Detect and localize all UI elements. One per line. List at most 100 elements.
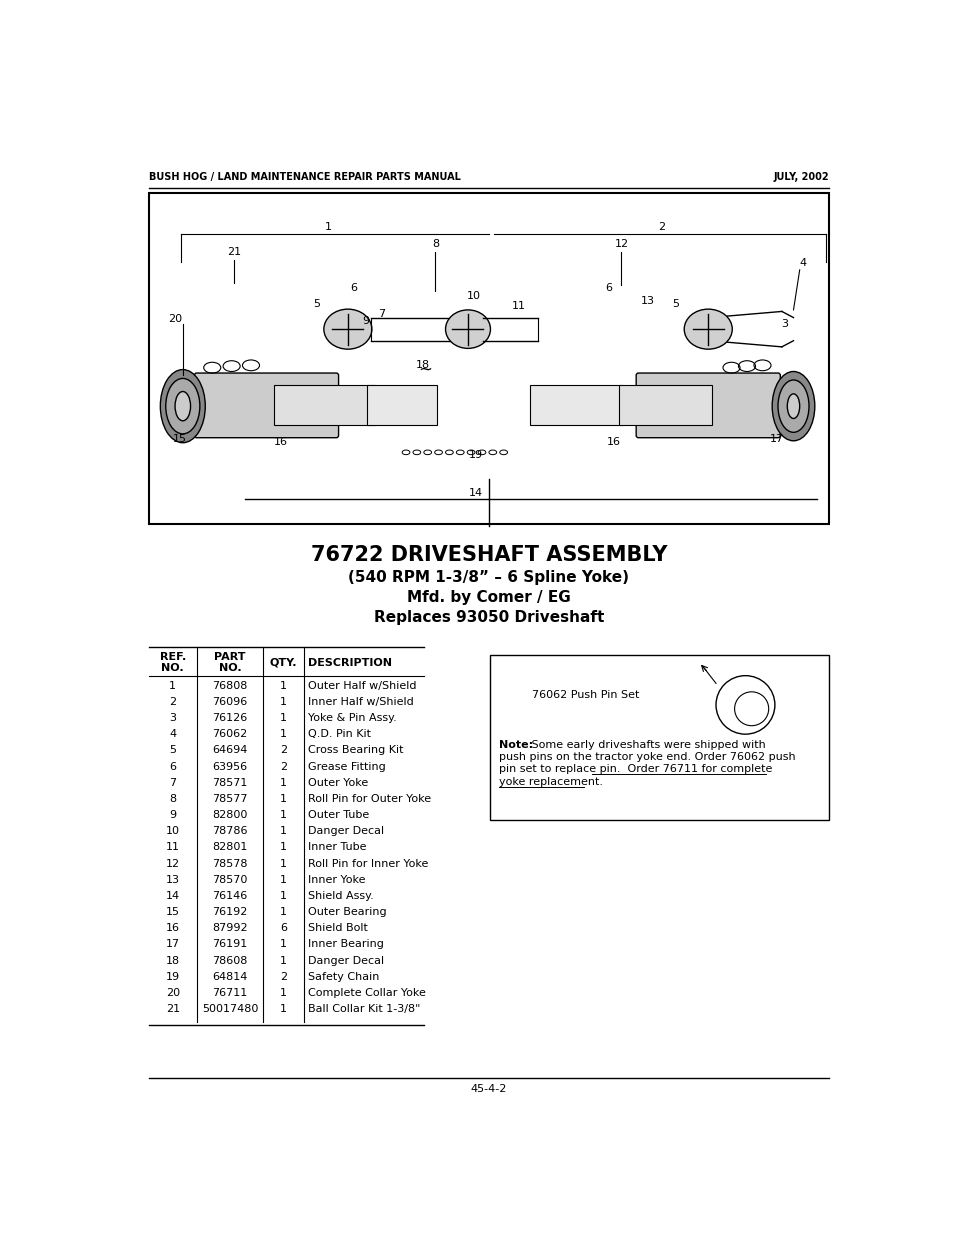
Text: 9: 9 bbox=[169, 810, 176, 820]
Text: 1: 1 bbox=[280, 1004, 287, 1014]
Ellipse shape bbox=[778, 380, 808, 432]
Text: 76062: 76062 bbox=[213, 729, 248, 740]
Text: Inner Yoke: Inner Yoke bbox=[307, 874, 365, 884]
Text: 1: 1 bbox=[280, 778, 287, 788]
Text: yoke replacement.: yoke replacement. bbox=[498, 777, 602, 787]
Text: Roll Pin for Inner Yoke: Roll Pin for Inner Yoke bbox=[307, 858, 428, 868]
Ellipse shape bbox=[323, 309, 372, 350]
Text: 8: 8 bbox=[432, 240, 438, 249]
Text: 76062 Push Pin Set: 76062 Push Pin Set bbox=[532, 690, 639, 700]
Text: 3: 3 bbox=[780, 319, 787, 329]
Text: 1: 1 bbox=[325, 222, 332, 232]
Text: 12: 12 bbox=[614, 240, 628, 249]
Text: 5: 5 bbox=[169, 746, 176, 756]
Text: 1: 1 bbox=[280, 988, 287, 998]
Text: 12: 12 bbox=[166, 858, 179, 868]
Text: Shield Bolt: Shield Bolt bbox=[307, 924, 367, 934]
Text: (540 RPM 1-3/8” – 6 Spline Yoke): (540 RPM 1-3/8” – 6 Spline Yoke) bbox=[348, 571, 629, 585]
Ellipse shape bbox=[683, 309, 732, 350]
Text: Roll Pin for Outer Yoke: Roll Pin for Outer Yoke bbox=[307, 794, 430, 804]
Text: 78578: 78578 bbox=[213, 858, 248, 868]
Text: 1: 1 bbox=[280, 858, 287, 868]
Text: Grease Fitting: Grease Fitting bbox=[307, 762, 385, 772]
Bar bbox=[530, 385, 622, 425]
Text: push pins on the tractor yoke end. Order 76062 push: push pins on the tractor yoke end. Order… bbox=[498, 752, 795, 762]
Text: Replaces 93050 Driveshaft: Replaces 93050 Driveshaft bbox=[374, 610, 603, 625]
Text: 15: 15 bbox=[172, 435, 187, 445]
Text: Note:: Note: bbox=[498, 740, 533, 750]
Text: 6: 6 bbox=[280, 924, 287, 934]
Text: 6: 6 bbox=[169, 762, 176, 772]
Text: Outer Tube: Outer Tube bbox=[307, 810, 369, 820]
Text: 6: 6 bbox=[605, 283, 612, 294]
Text: 76146: 76146 bbox=[213, 890, 248, 900]
Text: 17: 17 bbox=[768, 435, 782, 445]
Ellipse shape bbox=[771, 372, 814, 441]
Text: 21: 21 bbox=[227, 247, 241, 257]
Text: 20: 20 bbox=[168, 314, 182, 324]
Text: 18: 18 bbox=[166, 956, 179, 966]
Text: 6: 6 bbox=[350, 283, 356, 294]
Text: QTY.: QTY. bbox=[270, 657, 297, 668]
Text: 15: 15 bbox=[166, 906, 179, 918]
Text: Cross Bearing Kit: Cross Bearing Kit bbox=[307, 746, 403, 756]
Bar bbox=[274, 385, 375, 425]
Text: 76192: 76192 bbox=[213, 906, 248, 918]
Ellipse shape bbox=[174, 391, 191, 421]
Text: Danger Decal: Danger Decal bbox=[307, 956, 383, 966]
Text: pin set to replace pin.  Order 76711 for complete: pin set to replace pin. Order 76711 for … bbox=[498, 764, 772, 774]
Text: 4: 4 bbox=[799, 258, 805, 268]
Text: 1: 1 bbox=[280, 842, 287, 852]
Text: 2: 2 bbox=[279, 972, 287, 982]
Text: 16: 16 bbox=[274, 437, 287, 447]
Text: 11: 11 bbox=[166, 842, 179, 852]
Text: 8: 8 bbox=[169, 794, 176, 804]
Text: 5: 5 bbox=[672, 299, 679, 309]
Text: 10: 10 bbox=[166, 826, 179, 836]
Text: Inner Half w/Shield: Inner Half w/Shield bbox=[307, 697, 413, 706]
FancyBboxPatch shape bbox=[636, 373, 780, 437]
Text: 4: 4 bbox=[169, 729, 176, 740]
Bar bbox=[149, 193, 828, 524]
Text: 7: 7 bbox=[169, 778, 176, 788]
Text: 78570: 78570 bbox=[213, 874, 248, 884]
Ellipse shape bbox=[445, 310, 490, 348]
Text: 5: 5 bbox=[313, 299, 320, 309]
Text: 2: 2 bbox=[279, 746, 287, 756]
Text: 19: 19 bbox=[468, 450, 482, 459]
Text: 1: 1 bbox=[280, 729, 287, 740]
Text: 1: 1 bbox=[280, 826, 287, 836]
Text: 13: 13 bbox=[640, 295, 654, 305]
Text: Shield Assy.: Shield Assy. bbox=[307, 890, 373, 900]
Text: 76711: 76711 bbox=[213, 988, 248, 998]
Text: 9: 9 bbox=[362, 316, 369, 326]
Text: 76126: 76126 bbox=[213, 713, 248, 722]
Text: 63956: 63956 bbox=[213, 762, 248, 772]
Text: 14: 14 bbox=[166, 890, 179, 900]
Bar bbox=[489, 655, 828, 820]
Text: 14: 14 bbox=[468, 488, 482, 498]
Bar bbox=[367, 385, 436, 425]
Text: 1: 1 bbox=[280, 810, 287, 820]
Text: 76096: 76096 bbox=[213, 697, 248, 706]
Text: Outer Half w/Shield: Outer Half w/Shield bbox=[307, 680, 416, 690]
Text: Q.D. Pin Kit: Q.D. Pin Kit bbox=[307, 729, 370, 740]
Text: 20: 20 bbox=[166, 988, 179, 998]
Text: Mfd. by Comer / EG: Mfd. by Comer / EG bbox=[407, 590, 570, 605]
Text: 18: 18 bbox=[416, 361, 430, 370]
Text: 45-4-2: 45-4-2 bbox=[470, 1084, 507, 1094]
Text: Some early driveshafts were shipped with: Some early driveshafts were shipped with bbox=[528, 740, 765, 750]
Text: 1: 1 bbox=[280, 906, 287, 918]
Text: 21: 21 bbox=[166, 1004, 179, 1014]
Text: 16: 16 bbox=[606, 437, 620, 447]
Bar bbox=[618, 385, 711, 425]
Text: DESCRIPTION: DESCRIPTION bbox=[307, 657, 391, 668]
Text: BUSH HOG / LAND MAINTENANCE REPAIR PARTS MANUAL: BUSH HOG / LAND MAINTENANCE REPAIR PARTS… bbox=[149, 172, 460, 182]
Ellipse shape bbox=[166, 378, 199, 433]
Ellipse shape bbox=[786, 394, 799, 419]
Text: 78577: 78577 bbox=[213, 794, 248, 804]
Text: 1: 1 bbox=[280, 890, 287, 900]
Text: 1: 1 bbox=[280, 940, 287, 950]
Text: REF.
NO.: REF. NO. bbox=[159, 652, 186, 673]
Text: 64814: 64814 bbox=[213, 972, 248, 982]
